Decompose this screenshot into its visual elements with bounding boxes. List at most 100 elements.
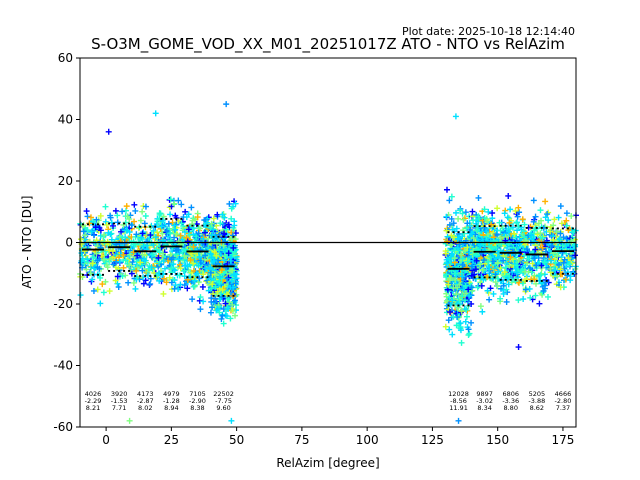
scatter-point xyxy=(124,227,131,234)
scatter-point xyxy=(190,260,197,267)
scatter-point xyxy=(525,255,532,262)
scatter-point xyxy=(539,235,546,242)
scatter-point xyxy=(202,229,209,236)
bin-stat-label: 9.60 xyxy=(216,404,230,412)
scatter-point xyxy=(216,309,223,316)
scatter-point xyxy=(494,259,501,266)
scatter-point xyxy=(561,256,568,263)
scatter-point xyxy=(230,271,237,278)
scatter-point xyxy=(193,270,200,277)
scatter-point xyxy=(443,186,450,193)
scatter-point xyxy=(182,208,189,215)
y-axis-label: ATO - NTO [DU] xyxy=(20,196,34,289)
scatter-point xyxy=(473,257,480,264)
scatter-point xyxy=(225,305,232,312)
scatter-point xyxy=(515,344,522,351)
scatter-point xyxy=(105,128,112,135)
scatter-point xyxy=(89,260,96,267)
scatter-point xyxy=(139,251,146,258)
scatter-point xyxy=(468,319,475,326)
x-tick-label: 125 xyxy=(421,433,444,447)
scatter-point xyxy=(178,201,185,208)
scatter-point xyxy=(167,196,174,203)
scatter-point xyxy=(457,320,464,327)
scatter-point xyxy=(458,251,465,258)
scatter-point xyxy=(221,230,228,237)
bin-stat-label: -2.90 xyxy=(189,397,206,405)
scatter-point xyxy=(115,283,122,290)
scatter-point xyxy=(223,101,230,108)
scatter-point xyxy=(530,197,537,204)
scatter-point xyxy=(152,110,159,117)
scatter-point xyxy=(464,258,471,265)
scatter-point xyxy=(208,285,215,292)
scatter-point xyxy=(204,277,211,284)
scatter-point xyxy=(532,213,539,220)
scatter-point xyxy=(547,228,554,235)
scatter-point xyxy=(93,216,100,223)
scatter-point xyxy=(505,192,512,199)
scatter-point xyxy=(216,231,223,238)
scatter-point xyxy=(477,303,484,310)
scatter-point xyxy=(448,193,455,200)
scatter-point xyxy=(521,252,528,259)
scatter-point xyxy=(118,228,125,235)
scatter-point xyxy=(480,257,487,264)
scatter-point xyxy=(465,326,472,333)
scatter-point xyxy=(446,197,453,204)
scatter-point xyxy=(100,289,107,296)
scatter-point xyxy=(171,234,178,241)
scatter-point xyxy=(228,205,235,212)
scatter-point xyxy=(497,295,504,302)
bin-stat-label: -2.80 xyxy=(555,397,572,405)
scatter-point xyxy=(479,308,486,315)
scatter-point xyxy=(448,215,455,222)
scatter-point xyxy=(446,294,453,301)
scatter-point xyxy=(454,244,461,251)
scatter-point xyxy=(548,242,555,249)
scatter-point xyxy=(131,201,138,208)
scatter-point xyxy=(137,217,144,224)
scatter-point xyxy=(187,256,194,263)
scatter-point xyxy=(481,268,488,275)
scatter-point xyxy=(130,279,137,286)
scatter-point xyxy=(123,203,130,210)
scatter-point xyxy=(213,252,220,259)
scatter-point xyxy=(537,230,544,237)
scatter-point xyxy=(212,295,219,302)
scatter-point xyxy=(175,217,182,224)
scatter-point xyxy=(493,231,500,238)
scatter-point xyxy=(523,260,530,267)
scatter-point xyxy=(484,287,491,294)
scatter-point xyxy=(468,230,475,237)
scatter-point xyxy=(453,322,460,329)
scatter-point xyxy=(558,220,565,227)
scatter-point xyxy=(461,248,468,255)
scatter-point xyxy=(547,266,554,273)
scatter-point xyxy=(114,219,121,226)
scatter-point xyxy=(196,275,203,282)
scatter-point xyxy=(571,252,578,259)
scatter-point xyxy=(474,284,481,291)
scatter-point xyxy=(557,203,564,210)
scatter-point xyxy=(488,221,495,228)
scatter-point xyxy=(207,269,214,276)
scatter-point xyxy=(449,251,456,258)
bin-stat-label: 8.21 xyxy=(86,404,100,412)
scatter-point xyxy=(550,222,557,229)
scatter-point xyxy=(557,266,564,273)
scatter-point xyxy=(218,315,225,322)
x-axis-label: RelAzim [degree] xyxy=(276,456,379,470)
scatter-point xyxy=(119,234,126,241)
scatter-point xyxy=(231,222,238,229)
scatter-point xyxy=(155,254,162,261)
scatter-point xyxy=(443,213,450,220)
scatter-point xyxy=(566,261,573,268)
scatter-point xyxy=(532,246,539,253)
scatter-point xyxy=(183,234,190,241)
y-tick-label: -40 xyxy=(53,359,73,373)
scatter-point xyxy=(559,242,566,249)
scatter-point xyxy=(477,242,484,249)
bin-stat-label: 8.80 xyxy=(503,404,517,412)
scatter-point xyxy=(556,236,563,243)
